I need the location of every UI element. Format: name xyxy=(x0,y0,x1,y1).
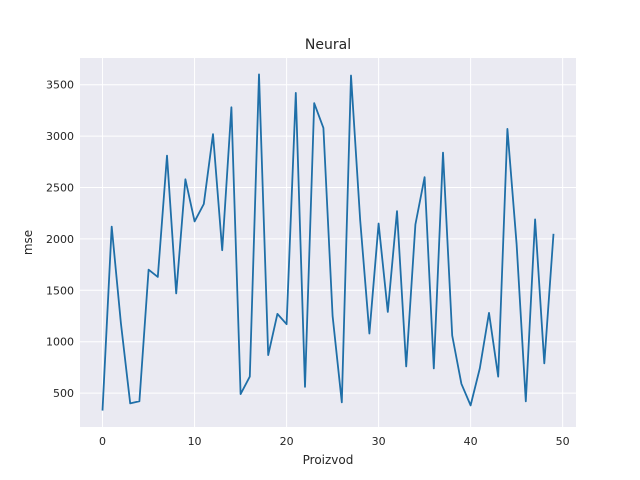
y-tick-label: 3500 xyxy=(46,79,74,92)
y-axis-label: mse xyxy=(21,230,35,255)
x-axis-label: Proizvod xyxy=(303,453,354,467)
x-tick-label: 20 xyxy=(280,435,294,448)
x-tick-label: 30 xyxy=(372,435,386,448)
plot-area xyxy=(80,58,576,427)
series-line xyxy=(101,73,555,411)
y-tick-label: 1000 xyxy=(46,336,74,349)
y-tick-label: 500 xyxy=(53,387,74,400)
x-tick-labels: 0 10 20 30 40 50 xyxy=(99,435,570,448)
y-tick-label: 2500 xyxy=(46,182,74,195)
series-layer xyxy=(101,73,555,411)
x-tick-label: 10 xyxy=(188,435,202,448)
y-tick-label: 2000 xyxy=(46,233,74,246)
y-tick-label: 3000 xyxy=(46,130,74,143)
y-tick-label: 1500 xyxy=(46,284,74,297)
x-gridlines xyxy=(102,58,564,427)
y-gridlines xyxy=(80,84,576,394)
chart-title: Neural xyxy=(305,37,351,53)
x-tick-label: 50 xyxy=(556,435,570,448)
y-tick-labels: 500 1000 1500 2000 2500 3000 3500 xyxy=(46,79,74,400)
x-tick-label: 40 xyxy=(464,435,478,448)
x-tick-label: 0 xyxy=(99,435,106,448)
